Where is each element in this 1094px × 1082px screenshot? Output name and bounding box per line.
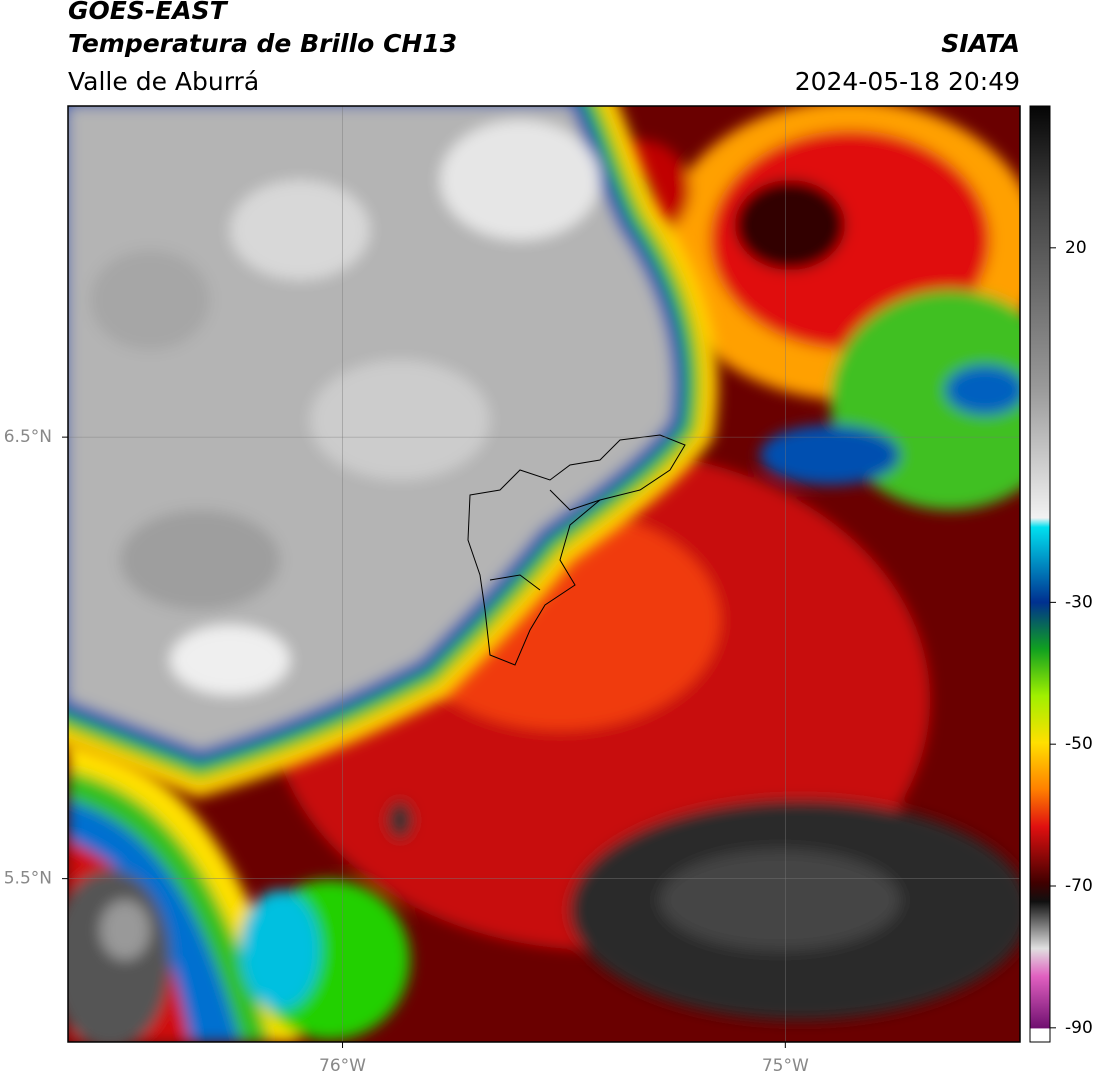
region-label: Valle de Aburrá [68,67,259,96]
source-label: SIATA [941,29,1020,58]
product-title: Temperatura de Brillo CH13 [68,29,457,58]
colorbar-tick-label: -90 [1065,1018,1093,1038]
datetime-label: 2024-05-18 20:49 [795,67,1020,96]
graticule [68,106,1020,1042]
municipal-boundaries [467,434,686,666]
colorbar-tick-label: -50 [1065,734,1093,754]
colorbar-tick-label: 20 [1065,238,1087,258]
colorbar-tick-label: -70 [1065,876,1093,896]
colorbar-tick-label: -30 [1065,592,1093,612]
satellite-image [68,106,1020,1042]
y-tick-label: 5.5°N [4,869,52,889]
map-frame [67,105,1021,1043]
y-tick-label: 6.5°N [4,427,52,447]
x-tick-label: 76°W [319,1056,366,1076]
colorbar [1029,105,1051,1043]
x-tick-label: 75°W [762,1056,809,1076]
satellite-title: GOES-EAST [68,0,229,25]
